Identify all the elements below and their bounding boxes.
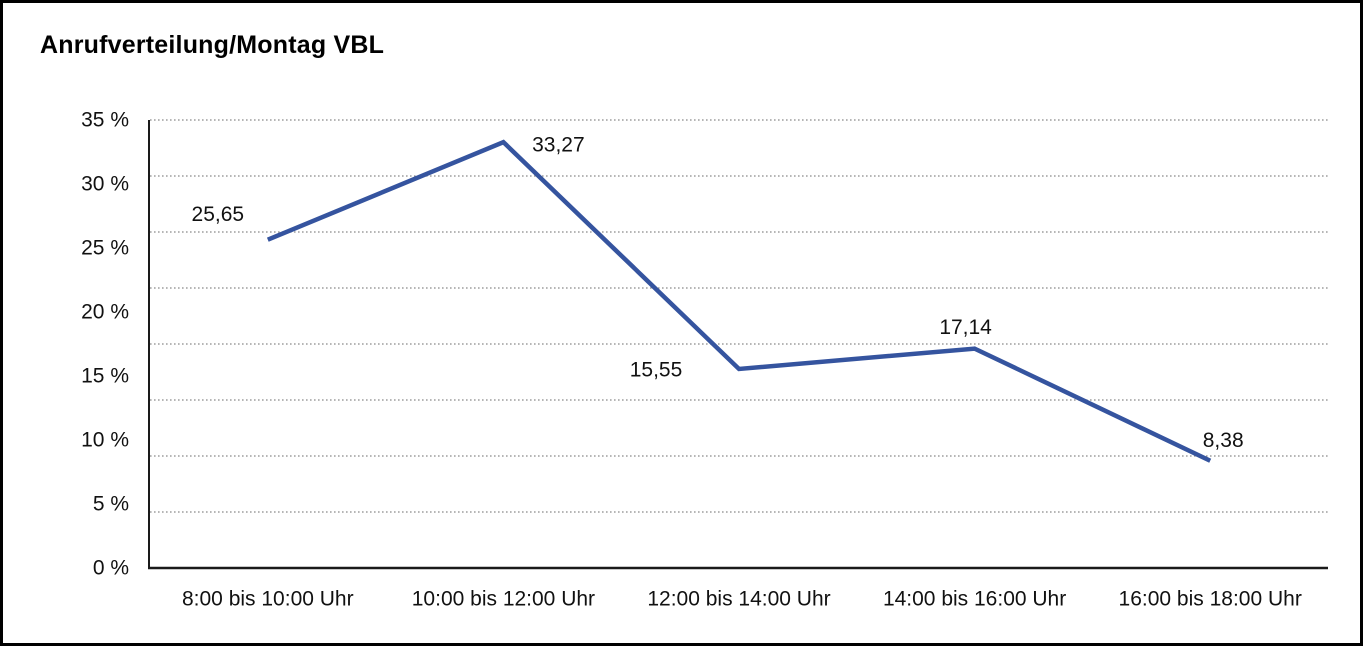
data-point-label: 15,55 bbox=[630, 358, 683, 381]
gridlines bbox=[150, 119, 1328, 513]
y-tick-label: 35 % bbox=[81, 109, 129, 132]
x-tick-label: 16:00 bis 18:00 Uhr bbox=[1119, 588, 1302, 611]
data-line bbox=[266, 139, 1212, 463]
chart-title: Anrufverteilung/Montag VBL bbox=[40, 31, 385, 59]
data-point-label: 25,65 bbox=[192, 203, 245, 226]
x-tick-label: 10:00 bis 12:00 Uhr bbox=[412, 588, 595, 611]
x-axis-labels: 8:00 bis 10:00 Uhr 10:00 bis 12:00 Uhr 12:… bbox=[182, 588, 1302, 611]
data-point-labels: 25,65 33,27 15,55 17,14 8,38 bbox=[192, 134, 1244, 453]
data-point-label: 8,38 bbox=[1203, 429, 1244, 452]
y-tick-label: 10 % bbox=[81, 429, 129, 452]
y-tick-label: 25 % bbox=[81, 237, 129, 260]
y-tick-label: 0 % bbox=[93, 557, 129, 580]
data-point-label: 33,27 bbox=[532, 134, 585, 157]
y-tick-label: 20 % bbox=[81, 301, 129, 324]
data-point-label: 17,14 bbox=[939, 316, 992, 339]
x-tick-label: 8:00 bis 10:00 Uhr bbox=[182, 588, 354, 611]
y-tick-label: 15 % bbox=[81, 365, 129, 388]
line-chart-svg: 35 % 30 % 25 % 20 % 15 % 10 % 5 % 0 % 25,65 33,27… bbox=[81, 109, 1328, 611]
y-tick-label: 5 % bbox=[93, 493, 129, 516]
y-axis-labels: 35 % 30 % 25 % 20 % 15 % 10 % 5 % 0 % bbox=[81, 109, 129, 580]
y-tick-label: 30 % bbox=[81, 173, 129, 196]
x-tick-label: 12:00 bis 14:00 Uhr bbox=[647, 588, 830, 611]
x-tick-label: 14:00 bis 16:00 Uhr bbox=[883, 588, 1066, 611]
